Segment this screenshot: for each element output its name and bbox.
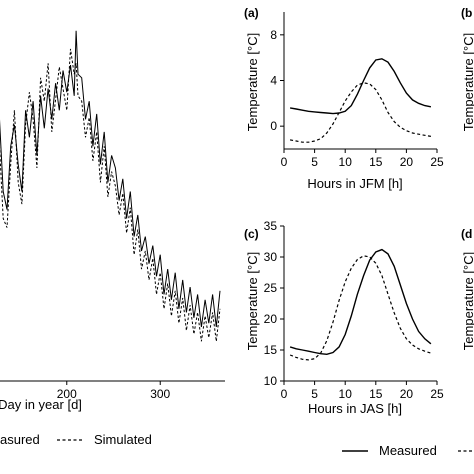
panel-c-tag: (c) bbox=[244, 227, 259, 241]
panel-a-x-tick-label: 5 bbox=[311, 155, 318, 169]
panel-c-y-axis-title: Temperature [°C] bbox=[245, 252, 260, 350]
panel-a-x-tick-label: 20 bbox=[400, 155, 414, 169]
panel-c-y-tick-label: 35 bbox=[264, 219, 278, 233]
left-x-tick-label: 300 bbox=[150, 387, 170, 401]
legend-left-simulated-label: Simulated bbox=[94, 432, 152, 447]
panel-c-x-tick-label: 25 bbox=[430, 387, 444, 401]
panel-c-x-tick-label: 5 bbox=[311, 387, 318, 401]
legend-left-measured-label: asured bbox=[0, 432, 40, 447]
left-x-axis-title: Day in year [d] bbox=[0, 397, 82, 412]
panel-c-x-axis-title: Hours in JAS [h] bbox=[308, 401, 402, 416]
panel-d-y-axis-title: Temperature [°C] bbox=[461, 252, 474, 350]
panel-c-x-tick-label: 10 bbox=[339, 387, 353, 401]
panel-a-tag: (a) bbox=[244, 6, 259, 20]
panel-c-y-tick-label: 15 bbox=[264, 343, 278, 357]
panel-b-tag: (b bbox=[461, 6, 472, 20]
panel-a-y-tick-label: 8 bbox=[270, 28, 277, 42]
panel-b-partial: (b Temperature [°C] bbox=[461, 6, 474, 131]
panel-c-y-tick-label: 30 bbox=[264, 250, 278, 264]
panel-a-x-tick-label: 25 bbox=[430, 155, 444, 169]
panel-a-y-tick-label: 0 bbox=[270, 119, 277, 133]
panel-c-y-tick-label: 10 bbox=[264, 374, 278, 388]
panel-c-y-tick-label: 20 bbox=[264, 312, 278, 326]
panel-a-x-tick-label: 0 bbox=[281, 155, 288, 169]
panel-a-y-tick-label: 4 bbox=[270, 74, 277, 88]
left-panel: 200 300 Day in year [d] bbox=[0, 30, 225, 412]
legend-right-measured-label: Measured bbox=[379, 443, 437, 458]
panel-a-series-simulated bbox=[289, 82, 432, 143]
panel-c: (c) 0 5 10 15 20 25 10 15 20 25 30 35 Hours in JAS … bbox=[244, 219, 444, 416]
legend-right: Measured bbox=[342, 443, 474, 458]
panel-d-partial: (d Temperature [°C] bbox=[461, 227, 474, 350]
panel-a-x-tick-label: 10 bbox=[339, 155, 353, 169]
legend-left: asured Simulated bbox=[0, 432, 152, 447]
left-x-tick-label: 200 bbox=[57, 387, 77, 401]
panel-a-series-measured bbox=[289, 58, 432, 115]
left-series-simulated bbox=[0, 48, 221, 342]
panel-d-tag: (d bbox=[461, 227, 472, 241]
panel-c-series-simulated bbox=[289, 255, 432, 361]
panel-c-y-tick-label: 25 bbox=[264, 281, 278, 295]
panel-a-y-axis-title: Temperature [°C] bbox=[245, 33, 260, 131]
left-series-measured bbox=[0, 30, 221, 327]
panel-c-x-tick-label: 15 bbox=[369, 387, 383, 401]
panel-c-x-tick-label: 0 bbox=[281, 387, 288, 401]
panel-c-series-measured bbox=[289, 248, 432, 356]
panel-a: (a) 0 5 10 15 20 25 0 4 8 Hours in JFM [h] Tempe… bbox=[244, 6, 444, 191]
panel-a-x-tick-label: 15 bbox=[369, 155, 383, 169]
panel-b-y-axis-title: Temperature [°C] bbox=[461, 33, 474, 131]
panel-a-x-axis-title: Hours in JFM [h] bbox=[307, 176, 402, 191]
panel-c-x-tick-label: 20 bbox=[400, 387, 414, 401]
